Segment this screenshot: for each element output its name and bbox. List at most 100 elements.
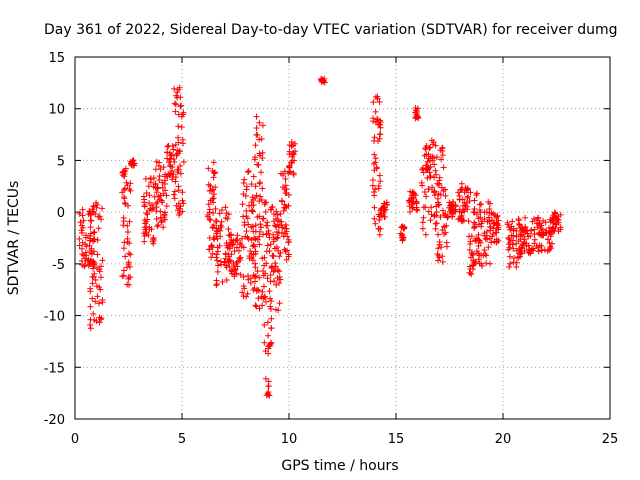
chart-title: Day 361 of 2022, Sidereal Day-to-day VTE… [44, 22, 618, 38]
data-point [258, 224, 265, 231]
data-point [264, 219, 271, 226]
data-point [90, 261, 97, 268]
data-point [96, 284, 103, 291]
data-point [174, 207, 181, 214]
data-point [263, 222, 270, 229]
data-point [259, 149, 266, 156]
data-point [78, 245, 85, 252]
data-point [120, 222, 127, 229]
y-tick-label: 15 [48, 51, 65, 66]
data-point [271, 222, 278, 229]
data-point [205, 165, 212, 172]
data-point [369, 182, 376, 189]
data-point [483, 260, 490, 267]
data-point [439, 258, 446, 265]
data-point [126, 218, 133, 225]
data-point [509, 218, 516, 225]
data-point [410, 204, 417, 211]
data-point [268, 298, 275, 305]
data-point [282, 204, 289, 211]
data-point [150, 205, 157, 212]
data-point [371, 204, 378, 211]
data-point [82, 232, 89, 239]
data-point [124, 281, 131, 288]
data-point [406, 208, 413, 215]
plot-frame [74, 56, 611, 420]
data-point [278, 222, 285, 229]
data-point [410, 195, 417, 202]
data-point [463, 187, 470, 194]
data-point [77, 219, 84, 226]
data-point [433, 209, 440, 216]
data-point [372, 119, 379, 126]
data-point [375, 211, 382, 218]
data-point [260, 215, 267, 222]
data-point [206, 206, 213, 213]
data-point [266, 392, 273, 399]
data-point [173, 151, 180, 158]
data-point [264, 319, 271, 326]
data-point [506, 244, 513, 251]
data-point [376, 217, 383, 224]
data-point [444, 213, 451, 220]
data-point [440, 164, 447, 171]
data-point [175, 86, 182, 93]
data-point [487, 224, 494, 231]
data-point [469, 262, 476, 269]
data-point [130, 157, 137, 164]
data-point [78, 257, 85, 264]
data-point [120, 272, 127, 279]
data-point [95, 300, 102, 307]
data-point [254, 214, 261, 221]
data-point [272, 223, 279, 230]
x-tick-label: 10 [281, 432, 298, 447]
data-point [76, 210, 83, 217]
data-point [447, 202, 454, 209]
data-point [226, 256, 233, 263]
data-point [471, 225, 478, 232]
data-point [510, 259, 517, 266]
data-point [467, 189, 474, 196]
data-point [260, 283, 267, 290]
data-point [431, 212, 438, 219]
data-point [531, 226, 538, 233]
data-point [241, 219, 248, 226]
y-tick-label: 10 [48, 103, 65, 118]
data-point [209, 224, 216, 231]
data-point [474, 236, 481, 243]
data-point [215, 262, 222, 269]
data-point [550, 224, 557, 231]
data-point [518, 245, 525, 252]
data-point [475, 231, 482, 238]
data-point [165, 159, 172, 166]
data-point [371, 151, 378, 158]
data-point [376, 231, 383, 238]
data-point [222, 214, 229, 221]
data-point [440, 187, 447, 194]
data-point [163, 203, 170, 210]
data-point [79, 251, 86, 258]
data-point [547, 245, 554, 252]
data-point [461, 208, 468, 215]
data-point [180, 140, 187, 147]
data-point [464, 203, 471, 210]
data-point [150, 240, 157, 247]
data-point [171, 195, 178, 202]
data-point [252, 228, 259, 235]
data-point [153, 189, 160, 196]
data-point [429, 184, 436, 191]
data-point [424, 165, 431, 172]
data-point [180, 200, 187, 207]
y-tick-label: -20 [44, 413, 65, 428]
data-point [318, 75, 325, 82]
data-point [505, 234, 512, 241]
data-point [401, 224, 408, 231]
data-point [256, 305, 263, 312]
data-point [271, 267, 278, 274]
data-point [258, 169, 265, 176]
data-point [145, 183, 152, 190]
data-point [211, 169, 218, 176]
data-point [261, 293, 268, 300]
data-point [375, 138, 382, 145]
data-point [178, 102, 185, 109]
